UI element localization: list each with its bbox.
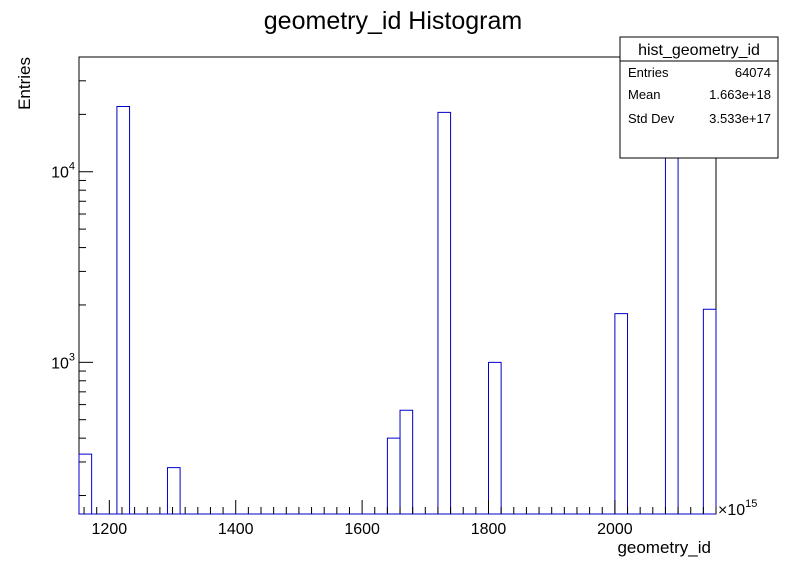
y-axis-label: Entries [15,57,34,110]
stats-stddev-label: Std Dev [628,111,675,126]
histogram-bin-6 [488,361,502,514]
stats-box-frame [619,36,779,159]
x-tick-label-1: 1400 [218,521,254,538]
x-axis-multiplier-exponent: 15 [745,498,757,510]
stats-mean-label: Mean [628,87,661,102]
x-axis-multiplier-base: ×10 [718,502,745,519]
stats-entries-value: 64074 [735,65,771,80]
y-tick-label-1: 104 [51,161,75,182]
stats-box: hist_geometry_id Entries 64074 Mean 1.66… [619,36,779,159]
x-tick-label-2: 1600 [344,521,380,538]
chart-title: geometry_id Histogram [264,7,522,35]
x-tick-label-3: 1800 [471,521,507,538]
stats-box-title: hist_geometry_id [638,42,760,59]
histogram-bin-0 [78,453,93,514]
x-axis-ticks: 1200 1400 1600 1800 2000 [83,500,717,538]
stats-mean-value: 1.663e+18 [709,87,771,102]
histogram-bin-1 [116,105,131,514]
histogram-bin-7 [614,313,629,514]
y-axis-ticks: 103 104 [51,56,93,497]
histogram-bin-2 [166,467,181,514]
y-tick-label-0: 103 [51,351,75,372]
histogram-bin-9 [702,308,717,514]
stats-stddev-value: 3.533e+17 [709,111,771,126]
histogram-bin-5 [437,111,452,514]
histogram-bin-4 [399,409,414,514]
x-axis-label: geometry_id [617,538,711,557]
x-axis-multiplier: ×1015 [718,498,757,519]
x-tick-label-0: 1200 [92,521,128,538]
stats-entries-label: Entries [628,65,669,80]
x-tick-label-4: 2000 [597,521,633,538]
